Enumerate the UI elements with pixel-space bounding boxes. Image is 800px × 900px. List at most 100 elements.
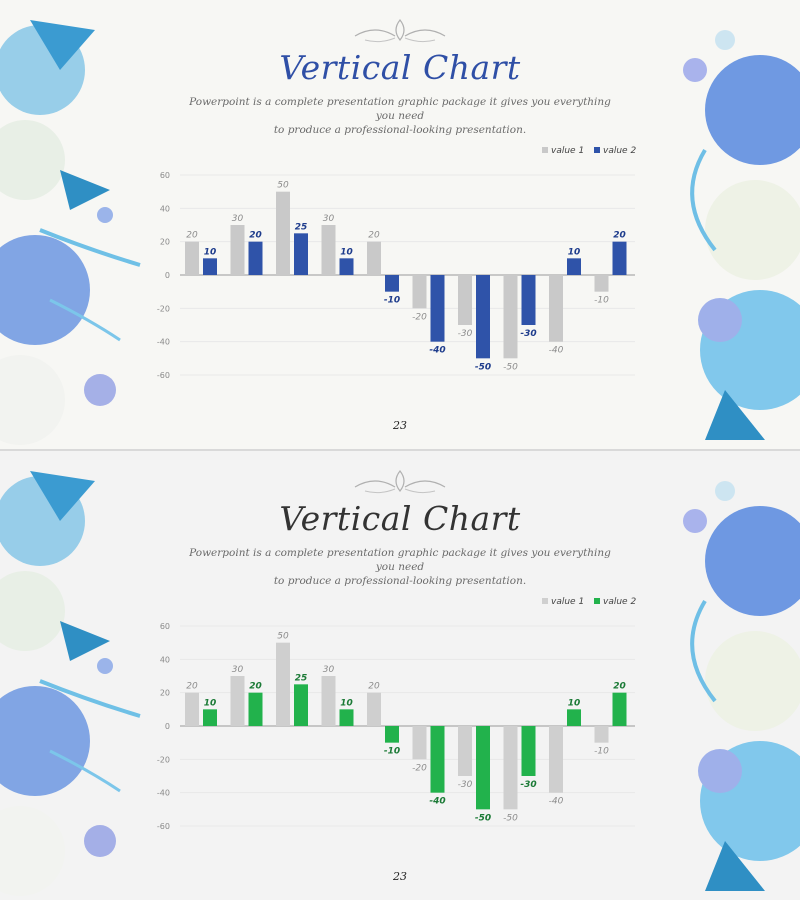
value1-bar (185, 241, 199, 275)
value1-bar (276, 642, 290, 726)
value1-data-label: 20 (186, 682, 198, 692)
value1-bar (185, 692, 199, 726)
value2-data-label: -30 (520, 780, 536, 790)
value2-bar (339, 258, 354, 275)
value2-data-label: 10 (204, 698, 217, 708)
value2-bar (521, 275, 536, 325)
value2-bar (567, 258, 581, 275)
value2-bar (203, 258, 217, 275)
value2-bar (294, 233, 308, 275)
value2-bar (294, 684, 308, 726)
y-tick-label: -60 (157, 371, 170, 380)
value1-data-label: -30 (458, 329, 473, 339)
legend-label-1: value 1 (551, 146, 584, 156)
subtitle-line-1: Powerpoint is a complete presentation gr… (189, 96, 611, 122)
value2-data-label: 25 (295, 222, 308, 232)
value2-data-label: 10 (568, 698, 581, 708)
value2-bar (612, 692, 627, 726)
value2-data-label: 20 (613, 231, 626, 241)
subtitle: Powerpoint is a complete presentation gr… (180, 95, 620, 137)
value1-bar (367, 692, 381, 726)
y-tick-label: 0 (165, 271, 170, 280)
value2-bar (476, 275, 490, 359)
value2-data-label: -50 (475, 362, 491, 372)
legend-label-2: value 2 (603, 597, 636, 607)
subtitle: Powerpoint is a complete presentation gr… (180, 546, 620, 588)
value1-data-label: -10 (594, 296, 609, 306)
hydrangea-right-decoration (683, 481, 800, 891)
value1-data-label: 20 (368, 682, 380, 692)
value2-data-label: 10 (568, 247, 581, 257)
y-tick-label: 60 (160, 171, 170, 180)
slide-1: Vertical Chart Powerpoint is a complete … (0, 0, 800, 449)
value2-data-label: 10 (340, 247, 353, 257)
value2-data-label: 25 (295, 673, 308, 683)
title-ornament-icon (354, 19, 446, 43)
value2-data-label: 20 (249, 682, 262, 692)
hydrangea-left-decoration (0, 471, 141, 896)
value2-bar (248, 692, 263, 726)
y-tick-label: 40 (160, 655, 170, 664)
value1-bar (321, 676, 336, 726)
y-tick-label: -20 (157, 304, 170, 313)
y-tick-label: -60 (157, 822, 170, 831)
y-tick-label: 0 (165, 722, 170, 731)
value2-bar (430, 275, 445, 342)
value2-data-label: -50 (475, 813, 491, 823)
value2-data-label: 10 (204, 247, 217, 257)
value2-data-label: 20 (249, 231, 262, 241)
value1-data-label: 30 (232, 214, 244, 224)
page-title: Vertical Chart (279, 48, 521, 87)
legend-swatch-1 (542, 598, 548, 604)
value1-data-label: 20 (186, 231, 198, 241)
value2-bar (567, 709, 581, 726)
page-number: 23 (393, 870, 407, 883)
vertical-bar-chart: 60 40 20 0 -20 -40 -60 value 1 value 2 20 30 50 30 20… (150, 135, 650, 390)
subtitle-line-1: Powerpoint is a complete presentation gr… (189, 547, 611, 573)
value2-data-label: -40 (429, 346, 445, 356)
legend-swatch-2 (594, 147, 600, 153)
page-title: Vertical Chart (279, 499, 521, 538)
value2-data-label: -40 (429, 797, 445, 807)
value1-bar (458, 275, 472, 325)
y-tick-label: -20 (157, 755, 170, 764)
subtitle-line-2: to produce a professional-looking presen… (273, 575, 527, 587)
value1-data-label: 50 (277, 181, 289, 191)
value1-bar (549, 275, 563, 342)
value1-bar (503, 726, 518, 810)
value1-data-label: -40 (549, 346, 564, 356)
legend-swatch-1 (542, 147, 548, 153)
value2-bar (476, 726, 490, 810)
value1-data-label: -20 (412, 312, 427, 322)
value1-bar (458, 726, 472, 776)
value1-bar (594, 726, 609, 743)
value1-data-label: 50 (277, 632, 289, 642)
value1-bar (367, 241, 381, 275)
value2-bar (612, 241, 627, 275)
hydrangea-right-decoration (683, 30, 800, 440)
value1-bar (412, 726, 427, 760)
legend-label-1: value 1 (551, 597, 584, 607)
value2-bar (385, 726, 399, 743)
value1-data-label: -50 (503, 813, 518, 823)
value1-data-label: 20 (368, 231, 380, 241)
y-tick-label: -40 (157, 338, 170, 347)
value1-data-label: -10 (594, 747, 609, 757)
hydrangea-left-decoration (0, 20, 141, 445)
value2-data-label: 10 (340, 698, 353, 708)
value1-bar (321, 225, 336, 275)
value1-bar (594, 275, 609, 292)
y-tick-label: -40 (157, 789, 170, 798)
value1-data-label: -20 (412, 763, 427, 773)
value1-bar (503, 275, 518, 359)
page-number: 23 (393, 419, 407, 432)
value1-data-label: -40 (549, 797, 564, 807)
legend-label-2: value 2 (603, 146, 636, 156)
value2-bar (248, 241, 263, 275)
value2-bar (339, 709, 354, 726)
value2-bar (521, 726, 536, 776)
value1-bar (276, 191, 290, 275)
value1-bar (230, 676, 245, 726)
value1-bar (412, 275, 427, 309)
value2-bar (385, 275, 399, 292)
